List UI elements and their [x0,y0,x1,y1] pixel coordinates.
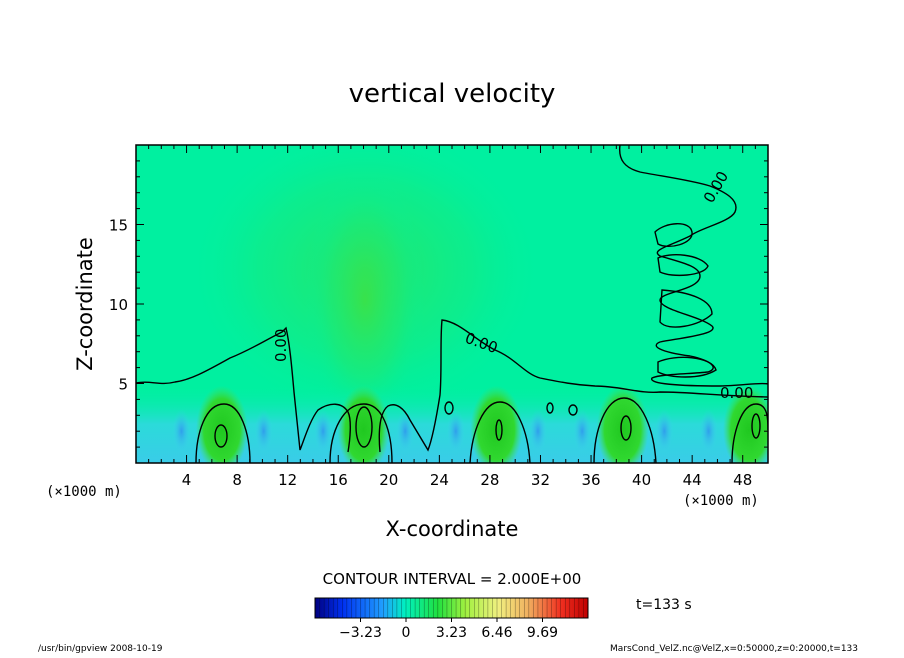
downdraft-patch [314,409,333,454]
y-tick-label: 10 [109,296,128,314]
core-contour-3 [495,419,503,441]
inner-contour-loop-1 [654,223,693,248]
downdraft-patch [172,409,191,454]
y-tick-label: 5 [118,376,128,394]
x-tick-label: 44 [683,471,702,489]
updraft-core [195,385,248,463]
plot-area: 0.00 0.00 0.00 0.00 [136,145,768,463]
x-unit-left: (×1000 m) [46,484,122,500]
x-tick-label: 16 [329,471,348,489]
core-contour-1 [214,424,228,448]
inner-contour-loop-2 [657,254,709,277]
x-tick-label: 24 [430,471,449,489]
downdraft-patch [573,409,592,454]
colorbar-ticks: −3.23 0 3.23 6.46 9.69 [339,618,558,641]
colorbar-tick-label: 6.46 [481,625,512,641]
zero-contour-lower [136,319,768,453]
downdraft-patch [396,409,415,454]
colorbar-tick-label: −3.23 [339,625,382,641]
x-tick-label: 12 [278,471,297,489]
contour-label: 0.00 [272,329,290,362]
core-contour-2 [355,406,373,448]
x-tick-label: 48 [733,471,752,489]
contour-interval: CONTOUR INTERVAL = 2.000E+00 [323,570,582,588]
small-contour-loop-3 [568,404,578,416]
colorbar-dividers [319,598,584,618]
cell-contour-1 [195,403,251,463]
small-contour-loop-2 [546,402,554,414]
downdraft-patch [446,409,465,454]
inner-contour-loop-3 [659,289,713,328]
downdraft-patch [528,409,547,454]
footer-left: /usr/bin/gpview 2008-10-19 [38,644,163,654]
colorbar-tick-label: 3.23 [436,625,467,641]
downdraft-patch [254,409,273,454]
updraft-core [337,385,390,463]
updraft-core [596,385,649,463]
x-tick-label: 8 [232,471,242,489]
cell-contour-3 [469,401,531,463]
time-label: t=133 s [636,597,692,613]
x-tick-label: 20 [379,471,398,489]
x-tick-label: 4 [182,471,192,489]
core-contour-5 [751,413,761,439]
colorbar-tick-label: 0 [402,625,411,641]
x-axis-label: X-coordinate [386,517,519,541]
cell-contour-4 [593,397,657,463]
downdraft-patch [699,409,718,454]
x-unit-right: (×1000 m) [683,493,759,509]
x-tick-label: 32 [531,471,550,489]
central-plume-core [305,170,425,430]
contour-label: 0.00 [720,384,753,402]
footer-right: MarsCond_VelZ.nc@VelZ,x=0:50000,z=0:2000… [610,644,858,654]
x-tick-label: 40 [632,471,651,489]
colorbar-tick-label: 9.69 [527,625,558,641]
y-axis: 5 10 15 [109,160,768,448]
inner-contour-loop-4 [657,356,717,378]
y-tick-label: 15 [109,217,128,235]
downdraft-patch [655,409,674,454]
x-tick-label: 36 [581,471,600,489]
y-axis-label: Z-coordinate [73,237,97,371]
updraft-core [723,385,768,463]
core-contour-4 [620,415,632,441]
x-axis: 4 8 12 16 20 24 28 32 36 40 44 48 [148,145,756,489]
x-tick-label: 28 [480,471,499,489]
cell-contour-2 [329,403,393,463]
zero-contour-upper [618,145,768,387]
small-contour-loop-1 [444,401,454,415]
chart-title: vertical velocity [349,79,556,109]
